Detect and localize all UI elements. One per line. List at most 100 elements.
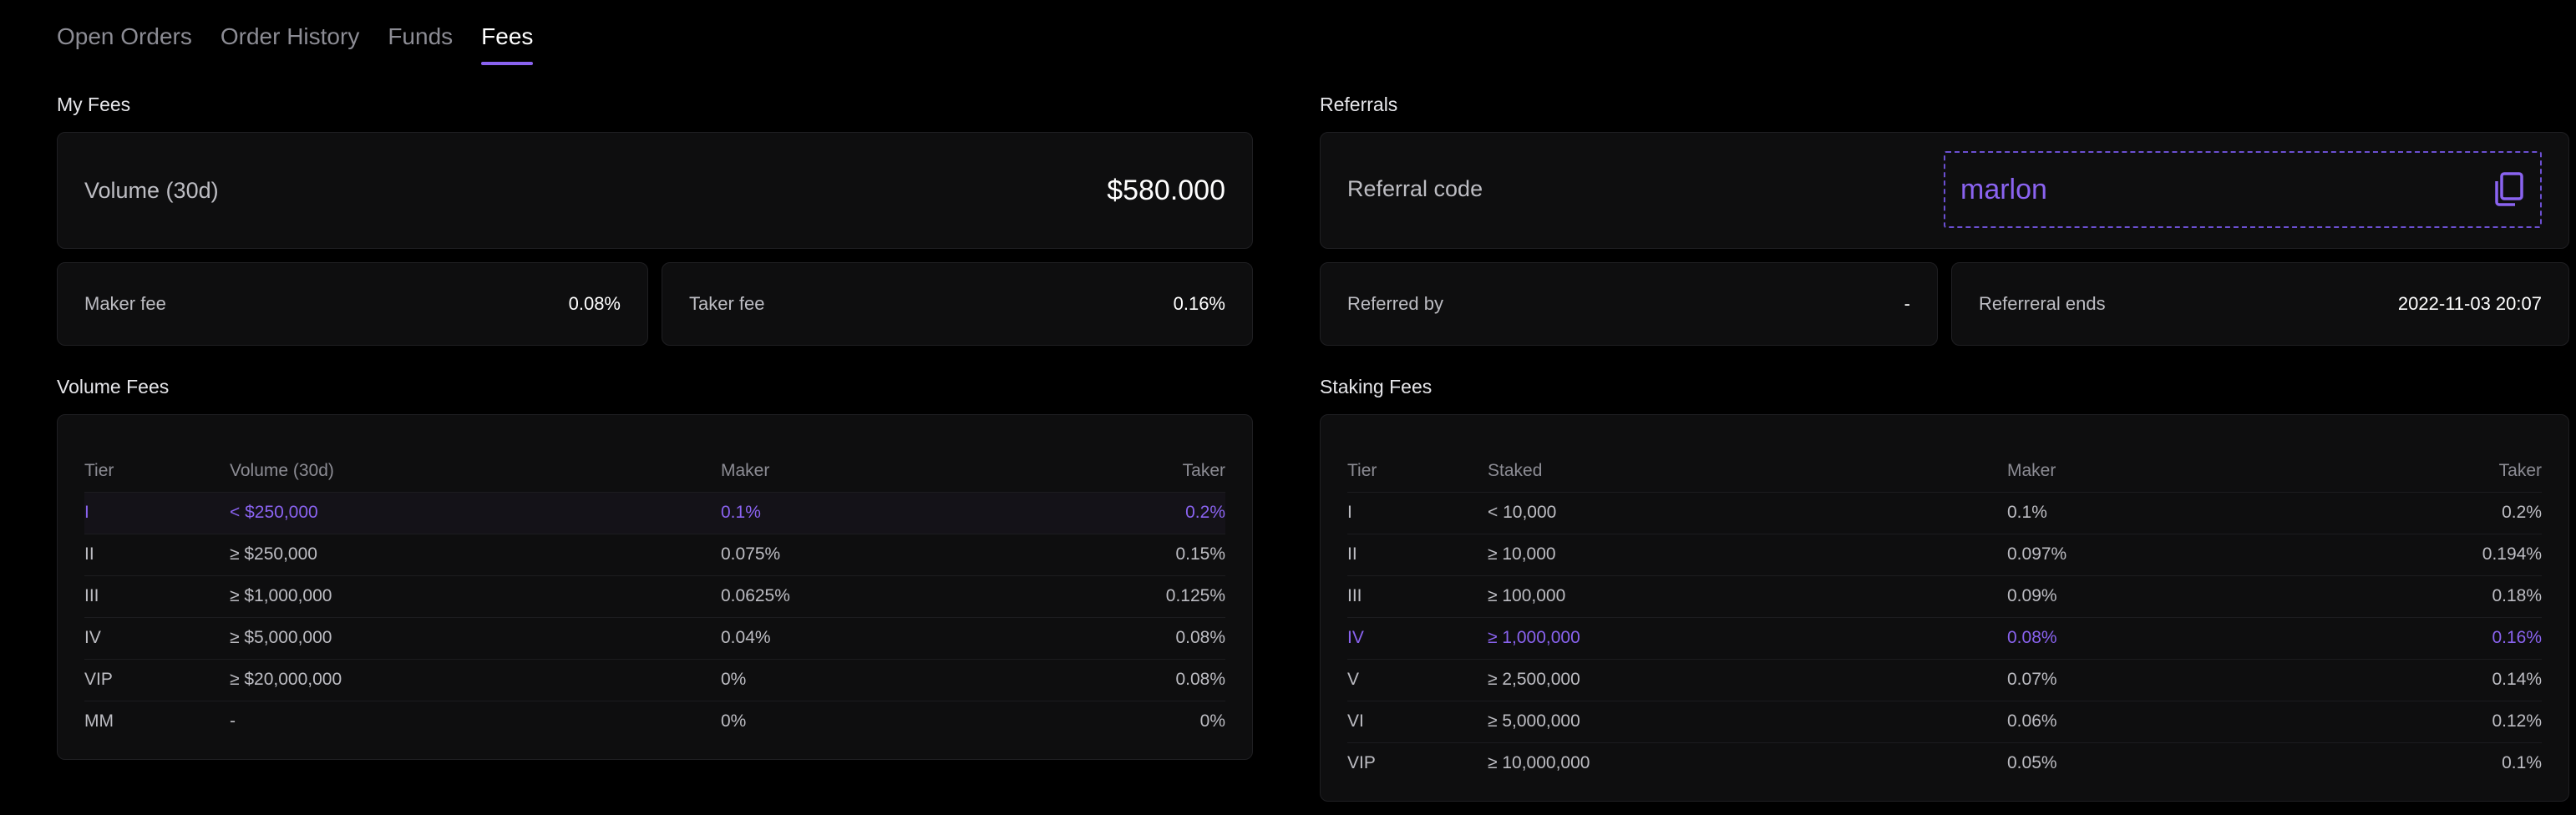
referral-ends-value: 2022-11-03 20:07 [2397, 293, 2542, 314]
staking-fees-table: Tier Staked Maker Taker I < 10,000 0.1% … [1347, 450, 2542, 784]
maker-cell: 0.075% [721, 533, 1072, 575]
staked-cell: ≥ 1,000,000 [1488, 616, 2007, 659]
referred-by-value: - [1904, 293, 1910, 314]
referral-ends-label: Referreral ends [1979, 293, 2106, 314]
referral-code-value: marlon [1960, 173, 2047, 205]
maker-cell: 0.04% [721, 616, 1072, 659]
table-row: II ≥ 10,000 0.097% 0.194% [1347, 533, 2542, 575]
taker-cell: 0% [1072, 700, 1225, 742]
referred-by-card: Referred by - [1320, 262, 1938, 346]
tier-cell: IV [84, 616, 230, 659]
taker-cell: 0.18% [2358, 575, 2542, 617]
referred-by-label: Referred by [1347, 293, 1443, 314]
maker-cell: 0.08% [2007, 616, 2358, 659]
volume-cell: ≥ $250,000 [230, 533, 721, 575]
maker-cell: 0.06% [2007, 700, 2358, 742]
staking-fees-card: Tier Staked Maker Taker I < 10,000 0.1% … [1320, 414, 2569, 802]
staked-cell: ≥ 10,000 [1488, 533, 2007, 575]
taker-cell: 0.08% [1072, 616, 1225, 659]
maker-cell: 0.09% [2007, 575, 2358, 617]
table-row: VIP ≥ 10,000,000 0.05% 0.1% [1347, 742, 2542, 784]
maker-cell: 0.097% [2007, 533, 2358, 575]
tier-cell: V [1347, 658, 1488, 701]
staked-cell: < 10,000 [1488, 491, 2007, 534]
volume-cell: ≥ $1,000,000 [230, 575, 721, 617]
taker-cell: 0.14% [2358, 658, 2542, 701]
staking-fees-title: Staking Fees [1320, 376, 1433, 397]
referral-code-label: Referral code [1347, 176, 1483, 201]
tier-cell: IV [1347, 616, 1488, 659]
copy-icon[interactable] [2492, 171, 2525, 208]
volume-fees-title: Volume Fees [57, 376, 170, 397]
staked-cell: ≥ 100,000 [1488, 575, 2007, 617]
maker-cell: 0% [721, 658, 1072, 701]
taker-cell: 0.08% [1072, 658, 1225, 701]
volume-value: $580.000 [1107, 174, 1225, 206]
tier-cell: VIP [1347, 742, 1488, 784]
volume-fees-table: Tier Volume (30d) Maker Taker I < $250,0… [84, 450, 1225, 742]
referral-ends-card: Referreral ends 2022-11-03 20:07 [1951, 262, 2569, 346]
tier-cell: VIP [84, 658, 230, 701]
table-row: VIP ≥ $20,000,000 0% 0.08% [84, 658, 1225, 701]
tab-fees[interactable]: Fees [481, 20, 534, 67]
column-header: Volume (30d) [230, 460, 334, 480]
maker-cell: 0% [721, 700, 1072, 742]
tab-order-history[interactable]: Order History [220, 23, 360, 49]
column-header: Taker [1182, 460, 1225, 480]
maker-cell: 0.07% [2007, 658, 2358, 701]
staked-cell: ≥ 2,500,000 [1488, 658, 2007, 701]
tier-cell: I [84, 491, 230, 534]
taker-cell: 0.1% [2358, 742, 2542, 784]
tier-cell: MM [84, 700, 230, 742]
tab-funds[interactable]: Funds [388, 23, 454, 49]
maker-fee-label: Maker fee [84, 293, 166, 314]
tier-cell: I [1347, 491, 1488, 534]
referrals-title: Referrals [1320, 94, 1398, 115]
staked-cell: ≥ 10,000,000 [1488, 742, 2007, 784]
volume-cell: - [230, 700, 721, 742]
column-header: Taker [2498, 460, 2542, 480]
volume-cell: < $250,000 [230, 491, 721, 534]
volume-card: Volume (30d) $580.000 [57, 132, 1253, 249]
table-row: II ≥ $250,000 0.075% 0.15% [84, 533, 1225, 575]
maker-fee-value: 0.08% [568, 293, 621, 314]
volume-cell: ≥ $5,000,000 [230, 616, 721, 659]
tier-cell: II [1347, 533, 1488, 575]
tab-bar: Open Orders Order History Funds Fees [57, 20, 534, 67]
maker-cell: 0.1% [721, 491, 1072, 534]
table-row: MM - 0% 0% [84, 700, 1225, 742]
table-row: IV ≥ $5,000,000 0.04% 0.08% [84, 616, 1225, 659]
table-row: IV ≥ 1,000,000 0.08% 0.16% [1347, 616, 2542, 659]
column-header: Tier [1347, 460, 1377, 480]
taker-cell: 0.2% [1072, 491, 1225, 534]
my-fees-title: My Fees [57, 94, 131, 115]
tier-cell: III [1347, 575, 1488, 617]
table-header-row: Tier Staked Maker Taker [1347, 450, 2542, 492]
volume-cell: ≥ $20,000,000 [230, 658, 721, 701]
maker-cell: 0.1% [2007, 491, 2358, 534]
taker-cell: 0.12% [2358, 700, 2542, 742]
taker-fee-card: Taker fee 0.16% [662, 262, 1253, 346]
table-row: I < 10,000 0.1% 0.2% [1347, 491, 2542, 534]
table-header-row: Tier Volume (30d) Maker Taker [84, 450, 1225, 492]
staked-cell: ≥ 5,000,000 [1488, 700, 2007, 742]
column-header: Maker [721, 460, 770, 480]
volume-fees-card: Tier Volume (30d) Maker Taker I < $250,0… [57, 414, 1253, 760]
taker-cell: 0.125% [1072, 575, 1225, 617]
maker-fee-card: Maker fee 0.08% [57, 262, 648, 346]
table-row: III ≥ $1,000,000 0.0625% 0.125% [84, 575, 1225, 617]
taker-cell: 0.194% [2358, 533, 2542, 575]
taker-cell: 0.15% [1072, 533, 1225, 575]
table-row: I < $250,000 0.1% 0.2% [84, 491, 1225, 534]
tier-cell: VI [1347, 700, 1488, 742]
referral-code-box[interactable]: marlon [1944, 151, 2542, 228]
taker-cell: 0.2% [2358, 491, 2542, 534]
tab-open-orders[interactable]: Open Orders [57, 23, 192, 49]
maker-cell: 0.05% [2007, 742, 2358, 784]
taker-fee-value: 0.16% [1173, 293, 1225, 314]
column-header: Tier [84, 460, 114, 480]
taker-fee-label: Taker fee [689, 293, 765, 314]
taker-cell: 0.16% [2358, 616, 2542, 659]
volume-label: Volume (30d) [84, 177, 219, 203]
tier-cell: III [84, 575, 230, 617]
